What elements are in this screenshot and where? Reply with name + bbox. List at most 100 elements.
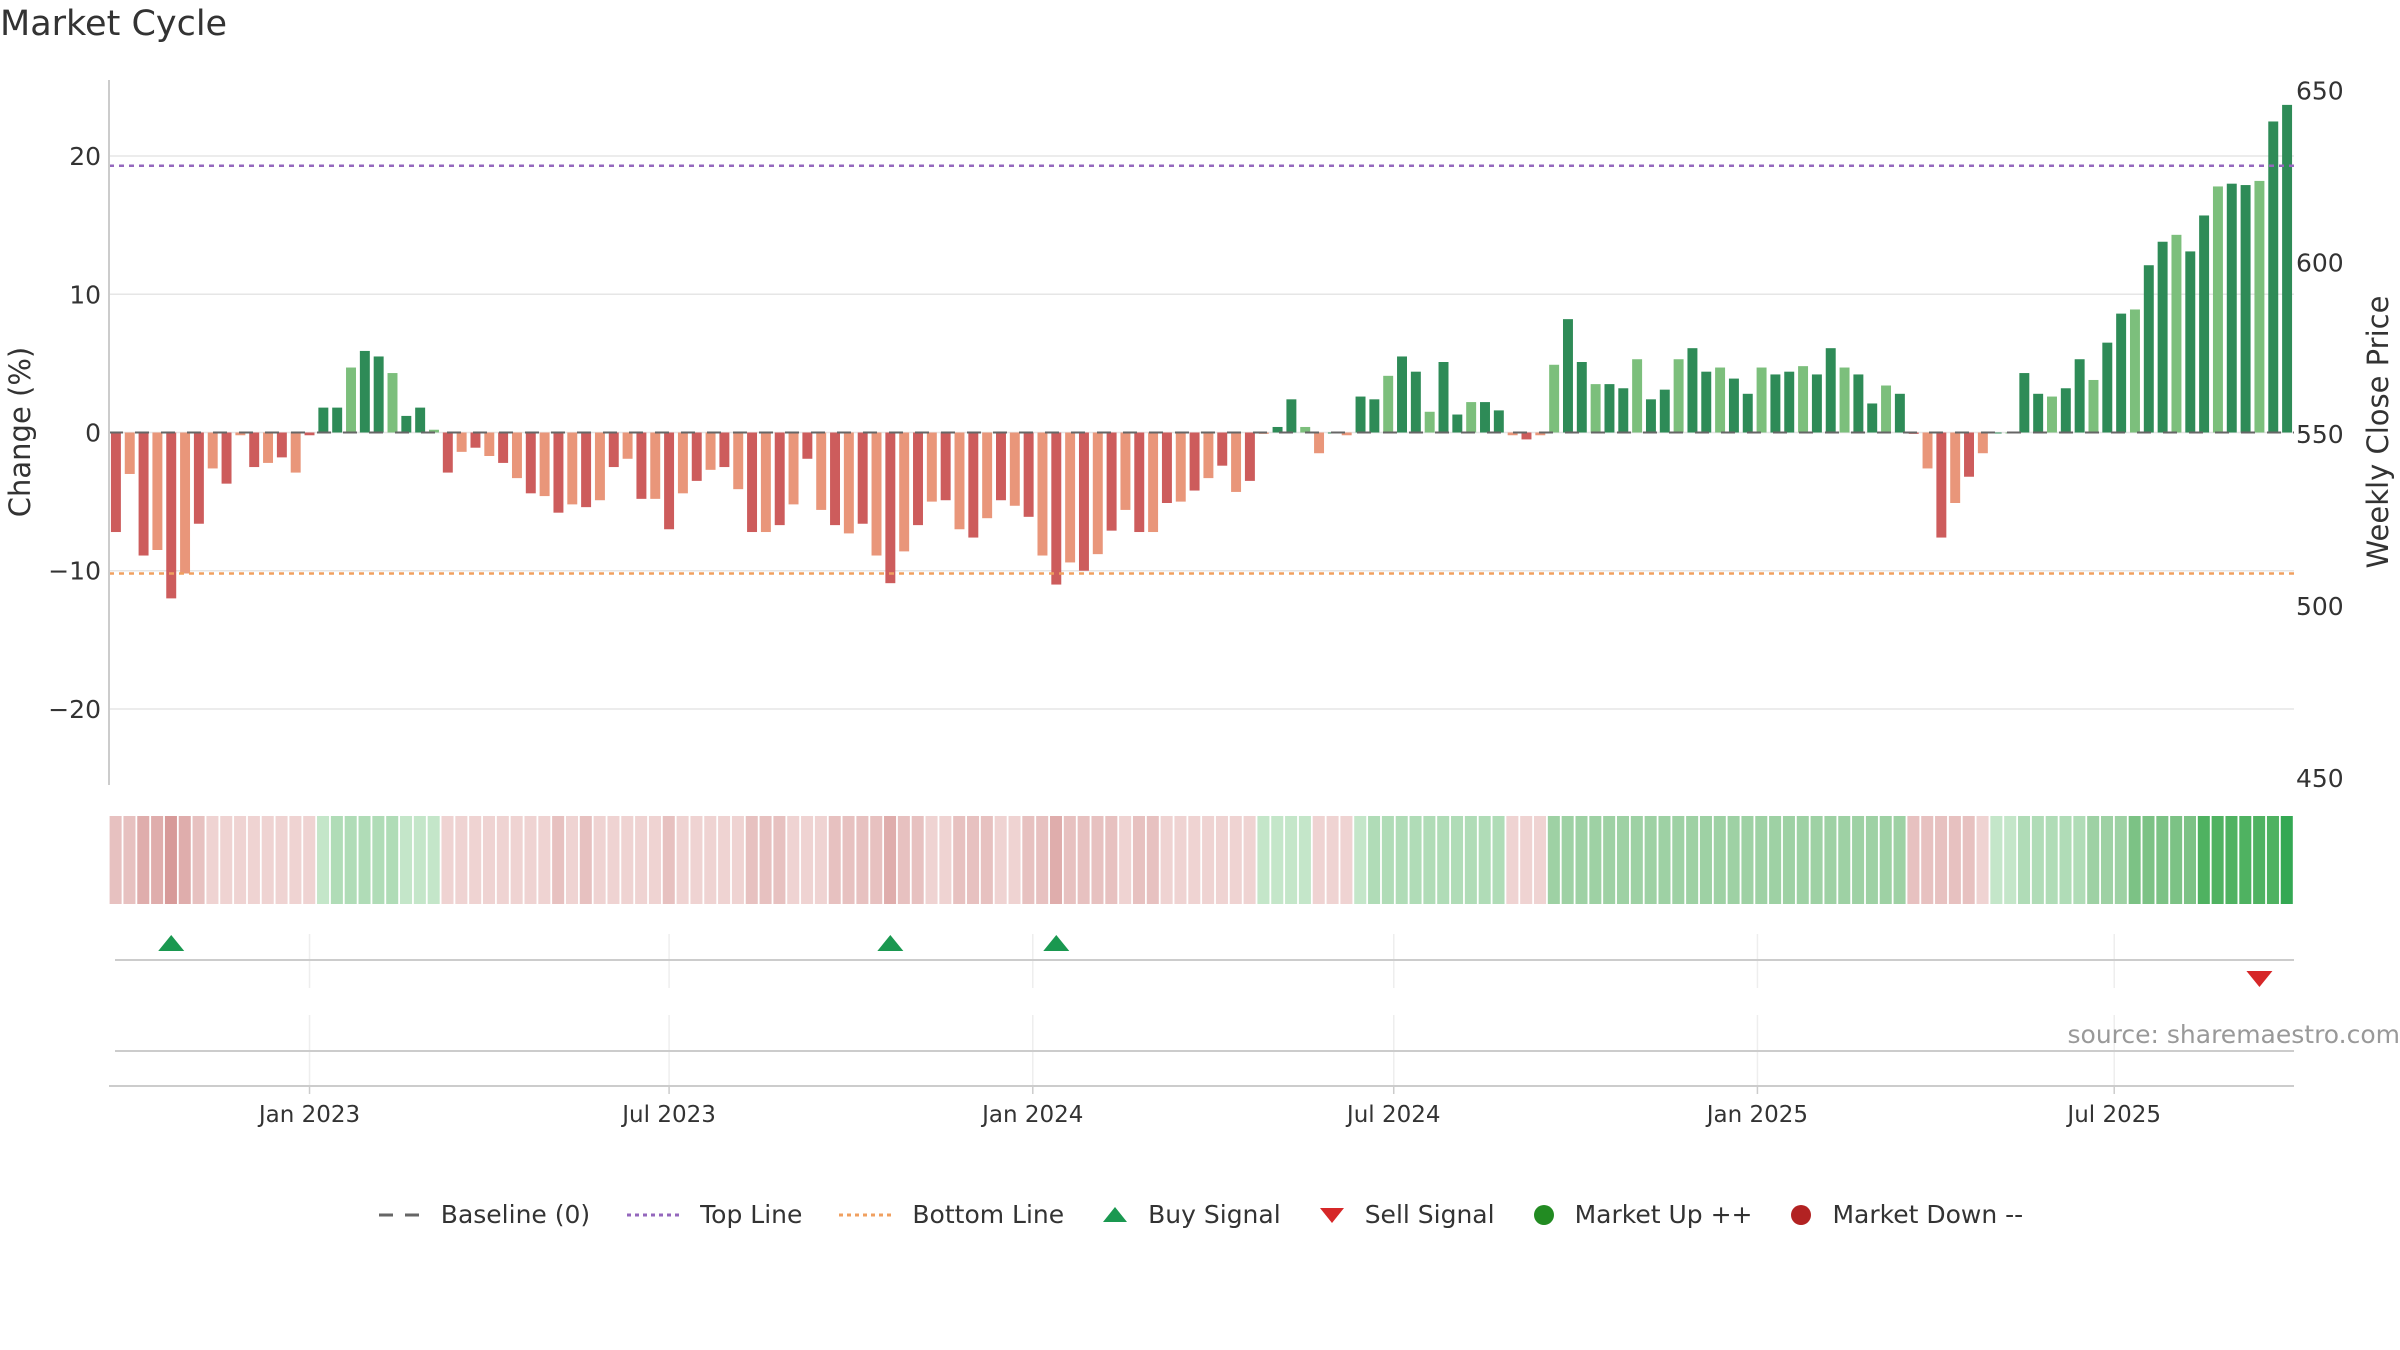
data-bar <box>857 432 868 524</box>
heat-cell <box>1769 816 1782 904</box>
heat-cell <box>1326 816 1339 904</box>
heat-cell <box>2183 816 2196 904</box>
data-bar <box>968 432 979 538</box>
data-bar <box>2033 393 2044 433</box>
y-tick-label: −10 <box>48 557 101 586</box>
data-bar <box>1881 385 1892 433</box>
data-bar <box>622 432 633 459</box>
heat-cell <box>1091 816 1104 904</box>
heat-cell <box>317 816 330 904</box>
heat-cell <box>1948 816 1961 904</box>
data-bar <box>110 432 121 533</box>
data-bar <box>1590 384 1601 433</box>
data-bar <box>774 432 785 526</box>
heat-cell <box>967 816 980 904</box>
data-bar <box>1936 432 1947 538</box>
data-bar <box>1964 432 1974 477</box>
x-tick-label: Jul 2025 <box>2065 1102 2161 1128</box>
heat-cell <box>2225 816 2238 904</box>
heat-cell <box>1022 816 1035 904</box>
heat-cell <box>1935 816 1948 904</box>
heat-cell <box>579 816 592 904</box>
heat-cell <box>828 816 841 904</box>
y-tick-label: 20 <box>69 142 101 171</box>
heat-cell <box>773 816 786 904</box>
data-bar <box>1148 432 1159 533</box>
green-dot-icon <box>1531 1203 1557 1227</box>
data-bar <box>664 432 675 530</box>
legend-label: Sell Signal <box>1364 1200 1495 1229</box>
data-bar <box>1521 432 1532 440</box>
y2-tick-label: 650 <box>2296 76 2344 105</box>
data-bar <box>2157 241 2168 433</box>
heat-cell <box>2211 816 2224 904</box>
data-bar <box>1397 356 1408 433</box>
heat-cell <box>1852 816 1865 904</box>
heat-cell <box>1644 816 1657 904</box>
heat-cell <box>842 816 855 904</box>
data-bar <box>995 432 1006 501</box>
heat-cell <box>607 816 620 904</box>
data-bar <box>346 367 356 433</box>
y-axis-label: Change (%) <box>3 347 37 517</box>
data-bar <box>608 432 619 468</box>
legend-label: Market Up ++ <box>1574 1200 1753 1229</box>
heat-cell <box>1451 816 1464 904</box>
data-bar <box>553 432 564 513</box>
data-bar <box>1120 432 1131 510</box>
source-credit: source: sharemaestro.com <box>2067 1020 2400 1049</box>
data-bar <box>982 432 993 519</box>
heat-cell <box>469 816 482 904</box>
heat-cell <box>178 816 191 904</box>
data-bar <box>1659 389 1670 433</box>
data-bar <box>2212 186 2223 433</box>
data-bar <box>2226 183 2237 433</box>
heat-cell <box>2197 816 2210 904</box>
heat-cell <box>1464 816 1477 904</box>
data-bar <box>1977 432 1988 454</box>
heat-cell <box>303 816 316 904</box>
heat-cell <box>2100 816 2114 904</box>
data-bar <box>470 432 481 448</box>
data-bar <box>802 432 813 459</box>
data-bar <box>1092 432 1103 555</box>
heat-cell <box>538 816 551 904</box>
data-bar <box>2171 234 2182 433</box>
heat-cell <box>386 816 399 904</box>
data-bar <box>1825 348 1836 433</box>
heat-cell <box>1741 816 1754 904</box>
heat-cell <box>2045 816 2058 904</box>
heat-cell <box>1132 816 1145 904</box>
legend-item: Top Line <box>626 1200 802 1229</box>
legend-label: Top Line <box>700 1200 803 1229</box>
heat-cell <box>1008 816 1021 904</box>
heat-cell <box>1271 816 1284 904</box>
data-bar <box>276 432 287 458</box>
heat-cell <box>1796 816 1809 904</box>
heat-cell <box>1810 816 1823 904</box>
heat-cell <box>565 816 578 904</box>
heat-cell <box>1976 816 1989 904</box>
data-bar <box>1286 399 1297 433</box>
heat-cell <box>2170 816 2183 904</box>
data-bar <box>401 415 412 433</box>
legend-item: Market Up ++ <box>1531 1200 1753 1229</box>
heat-cell <box>137 816 150 904</box>
data-bar <box>719 432 730 468</box>
data-bar <box>1480 402 1490 433</box>
heat-cell <box>1589 816 1602 904</box>
heat-cell <box>1533 816 1547 904</box>
data-bar <box>318 407 329 433</box>
heat-cell <box>1686 816 1699 904</box>
heat-cell <box>1063 816 1076 904</box>
data-bar <box>498 432 509 463</box>
data-bar <box>1203 432 1214 479</box>
data-bar <box>1410 371 1421 433</box>
data-bar <box>415 407 426 433</box>
heat-cell <box>676 816 689 904</box>
dash-line-icon <box>377 1205 423 1225</box>
heat-cell <box>1962 816 1975 904</box>
heat-cell <box>109 816 122 904</box>
x-tick-label: Jan 2024 <box>980 1102 1083 1128</box>
